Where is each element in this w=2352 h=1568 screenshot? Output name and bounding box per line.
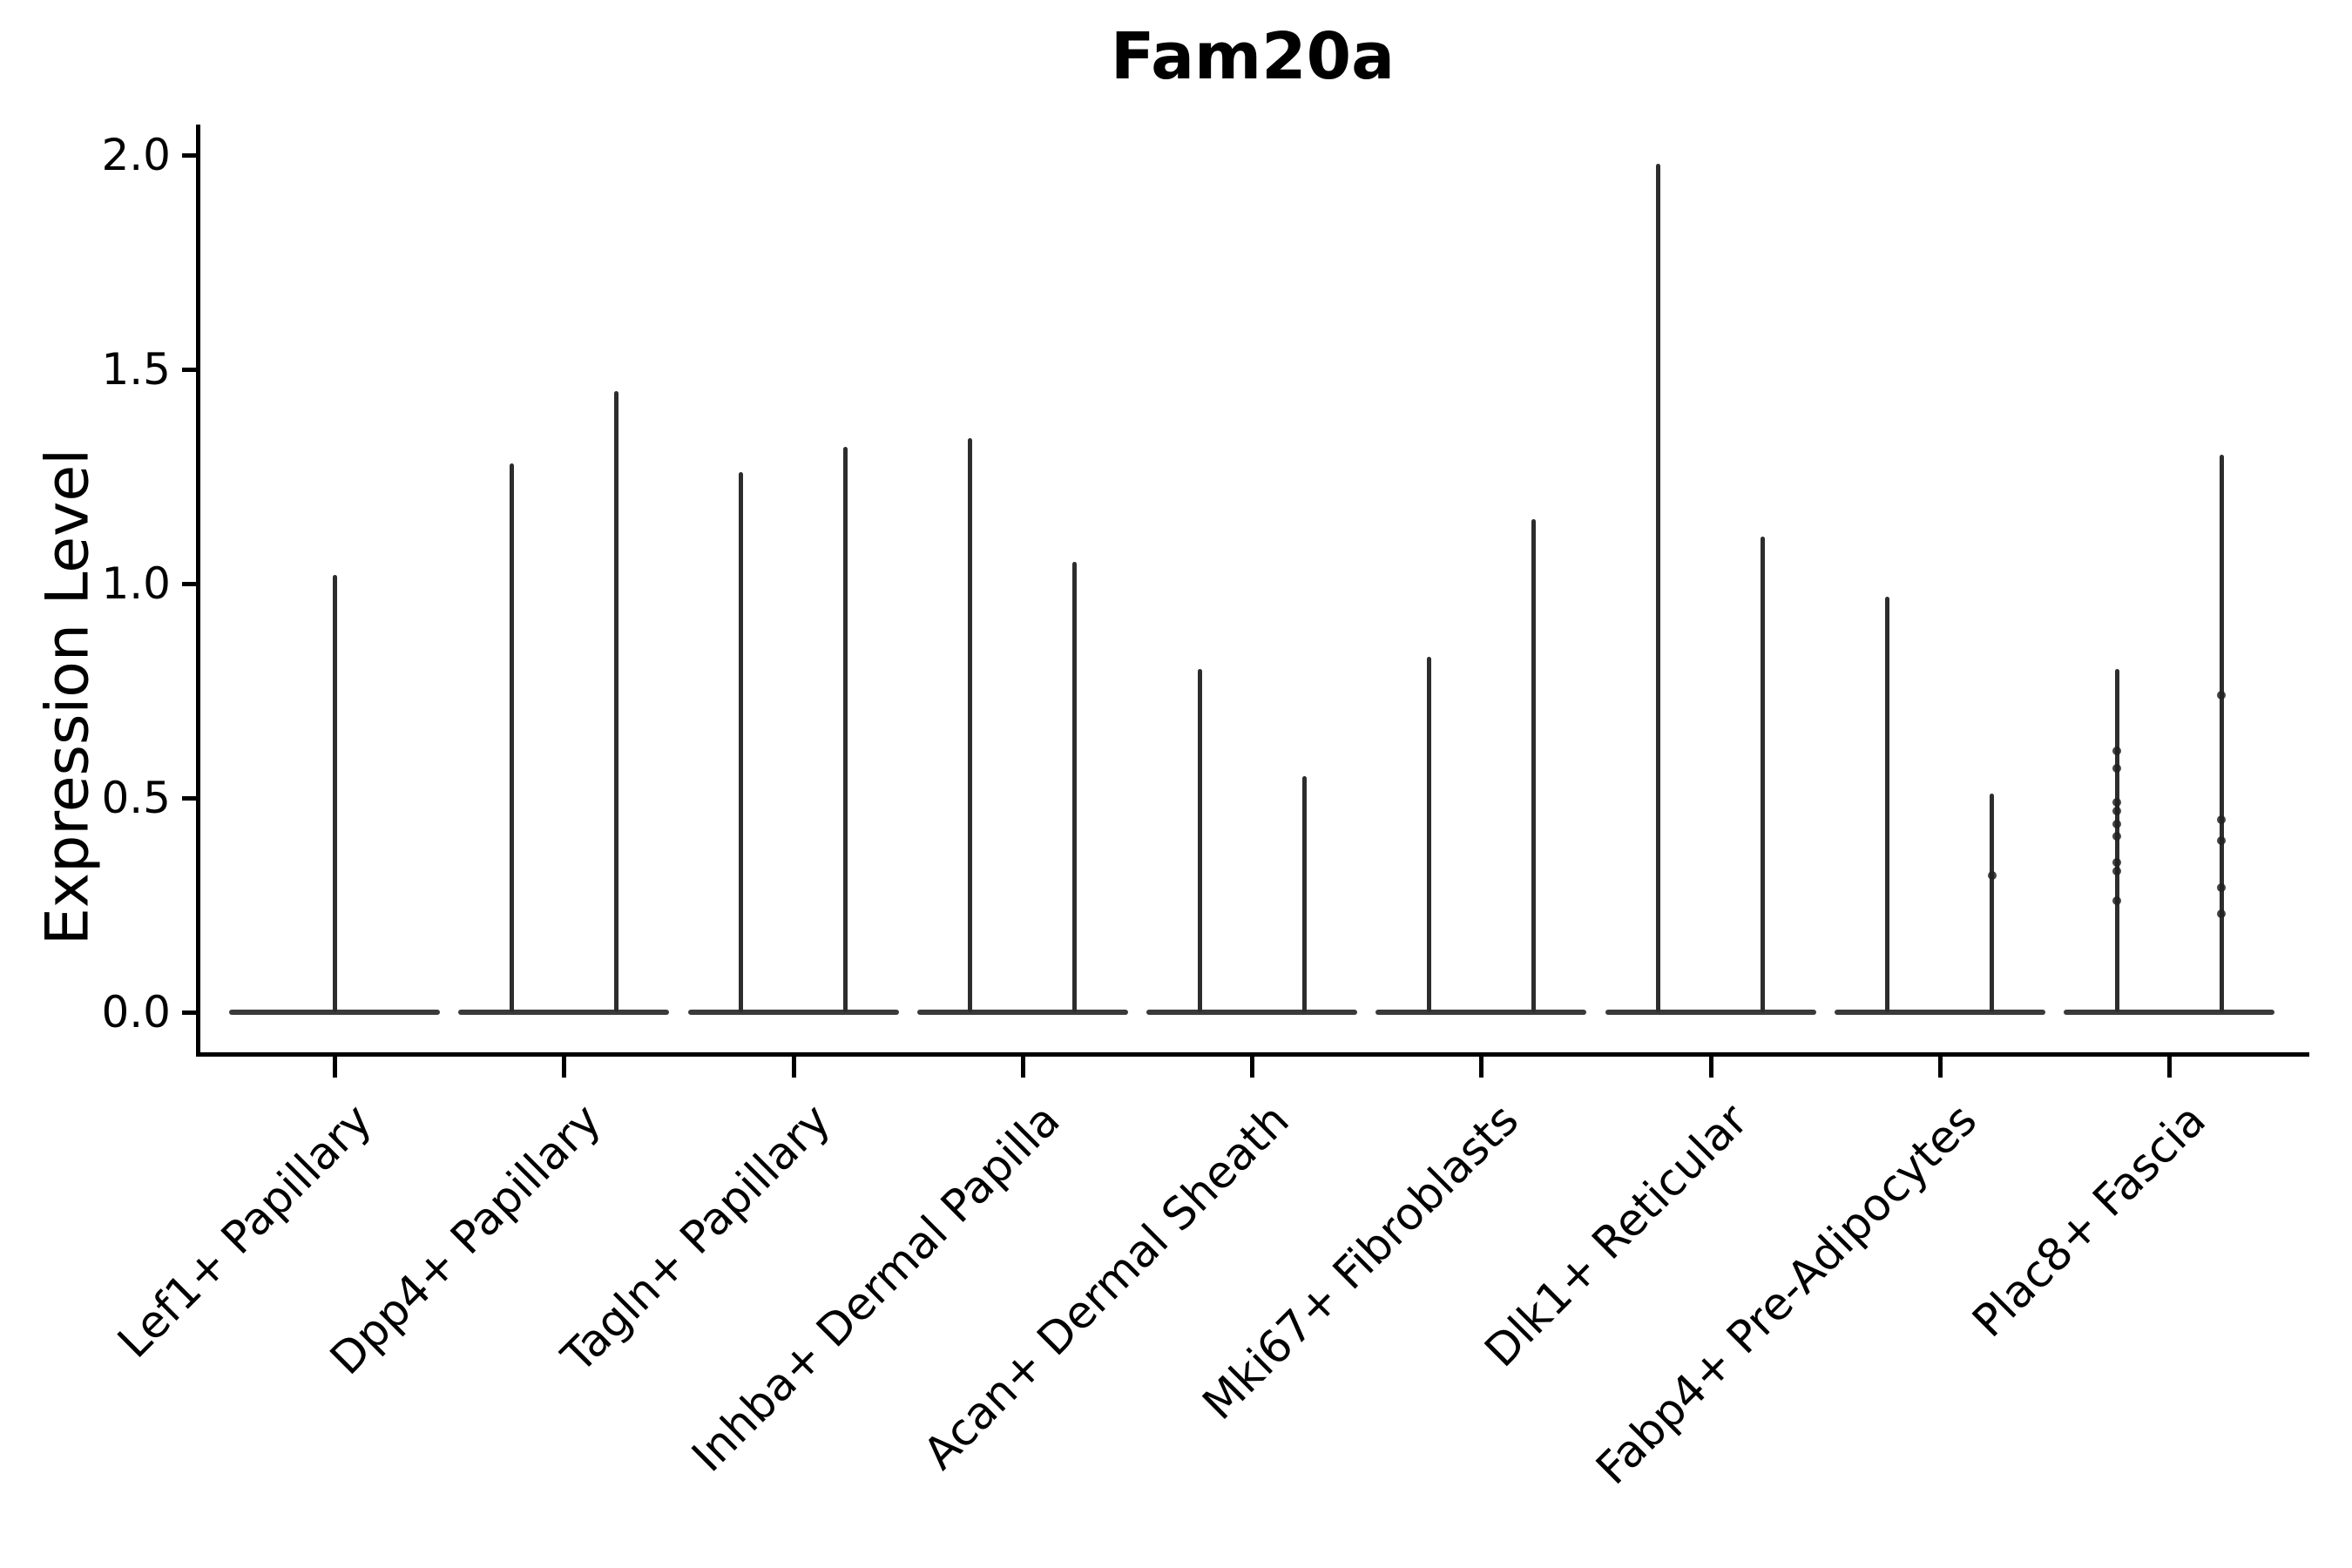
violin-base [687,1010,899,1015]
violin-base [2064,1010,2274,1015]
violin-needle [509,463,514,1012]
expression-point-dot [2112,746,2121,755]
expression-point-dot [2112,832,2121,841]
violin-base [1605,1010,1816,1015]
expression-point-dot [2112,819,2121,828]
x-tick [1250,1057,1254,1078]
violin-needle [968,437,973,1012]
expression-point-dot [2217,883,2226,893]
x-tick-label: Lef1+ Papillary [108,1094,382,1369]
x-tick [1479,1057,1484,1078]
violin-base [1375,1010,1587,1015]
expression-point-dot [2112,797,2121,807]
chart-title: Fam20a [1110,19,1396,94]
violin-needle [2114,669,2119,1012]
expression-point-dot [2217,909,2226,918]
y-axis-label: Expression Level [33,448,103,946]
violin-base [1834,1010,2045,1015]
x-tick [1020,1057,1025,1078]
violin-needle [843,446,848,1012]
x-tick-label: Inhba+ Dermal Papilla [682,1094,1071,1483]
violin-needle [1990,794,1995,1012]
expression-point-dot [1987,870,1997,880]
y-tick [182,153,196,158]
y-tick-label: 1.0 [101,558,171,609]
x-tick [2167,1057,2172,1078]
y-tick-label: 1.5 [101,344,171,395]
y-tick [182,368,196,372]
violin-needle [1197,669,1202,1012]
x-tick [791,1057,796,1078]
violin-base [458,1010,670,1015]
y-tick [182,1010,196,1015]
y-axis-spine [196,125,200,1057]
violin-needle [1426,656,1431,1012]
violin-needle [2219,455,2224,1012]
expression-point-dot [2112,857,2121,867]
violin-needle [1656,163,1660,1012]
x-axis-spine [196,1052,2309,1057]
expression-point-dot [2112,806,2121,815]
x-tick-label: Fabp4+ Pre-Adipocytes [1586,1094,1988,1495]
violin-needle [1301,776,1307,1012]
expression-point-dot [2217,814,2226,824]
violin-needle [1761,536,1765,1012]
violin-needle [332,575,337,1012]
expression-point-dot [2217,836,2226,846]
x-tick-label: Acan+ Dermal Sheath [914,1094,1300,1480]
violin-needle [1072,562,1078,1012]
y-tick-label: 0.5 [101,773,171,823]
y-tick-label: 2.0 [101,130,171,180]
x-tick [333,1057,337,1078]
violin-needle [739,472,743,1012]
expression-point-dot [2112,763,2121,773]
y-tick-label: 0.0 [101,987,171,1037]
violin-needle [1885,596,1890,1012]
expression-point-dot [2217,690,2226,700]
violin-base [229,1010,440,1015]
violin-base [1146,1010,1357,1015]
x-tick-label: Plac8+ Fascia [1963,1094,2217,1348]
y-tick [182,796,196,801]
violin-needle [1531,519,1536,1012]
x-tick [1937,1057,1943,1078]
y-tick [182,582,196,586]
x-tick [562,1057,567,1078]
violin-needle [613,390,618,1012]
x-tick [1708,1057,1713,1078]
violin-base [916,1010,1128,1015]
expression-point-dot [2112,866,2121,875]
expression-point-dot [2112,896,2121,906]
